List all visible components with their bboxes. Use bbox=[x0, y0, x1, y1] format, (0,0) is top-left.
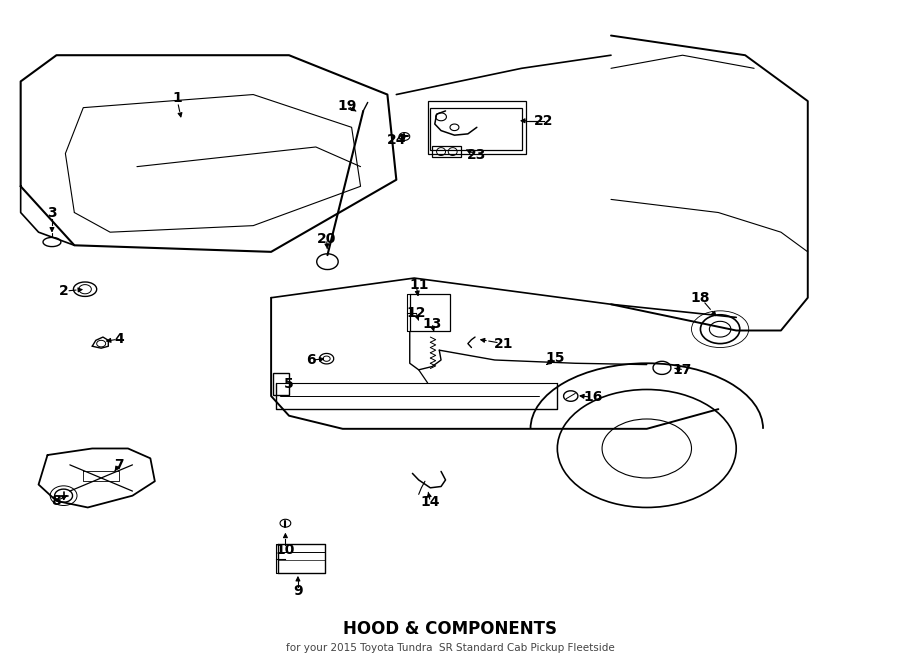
Text: 24: 24 bbox=[387, 134, 406, 147]
Text: 17: 17 bbox=[673, 363, 692, 377]
Text: 9: 9 bbox=[293, 584, 302, 598]
Text: HOOD & COMPONENTS: HOOD & COMPONENTS bbox=[343, 620, 557, 638]
Text: 12: 12 bbox=[406, 306, 426, 320]
Text: 1: 1 bbox=[172, 91, 182, 105]
Text: 22: 22 bbox=[535, 114, 554, 128]
Text: 11: 11 bbox=[409, 278, 428, 292]
Text: 14: 14 bbox=[420, 495, 440, 509]
Text: 21: 21 bbox=[494, 336, 513, 350]
Text: 15: 15 bbox=[545, 351, 565, 365]
Text: 4: 4 bbox=[114, 332, 124, 346]
Text: for your 2015 Toyota Tundra  SR Standard Cab Pickup Fleetside: for your 2015 Toyota Tundra SR Standard … bbox=[285, 643, 615, 653]
Text: 20: 20 bbox=[317, 232, 337, 246]
Text: 16: 16 bbox=[583, 391, 603, 405]
Text: 23: 23 bbox=[467, 148, 487, 162]
Text: 19: 19 bbox=[338, 98, 356, 112]
Text: 18: 18 bbox=[690, 291, 710, 305]
Text: 10: 10 bbox=[275, 543, 295, 557]
Text: 7: 7 bbox=[114, 458, 124, 472]
Text: 13: 13 bbox=[422, 317, 442, 331]
Text: 5: 5 bbox=[284, 377, 294, 391]
Text: 6: 6 bbox=[307, 353, 316, 367]
Text: 2: 2 bbox=[58, 284, 68, 298]
Text: 3: 3 bbox=[47, 206, 57, 219]
Text: 8: 8 bbox=[51, 494, 61, 508]
